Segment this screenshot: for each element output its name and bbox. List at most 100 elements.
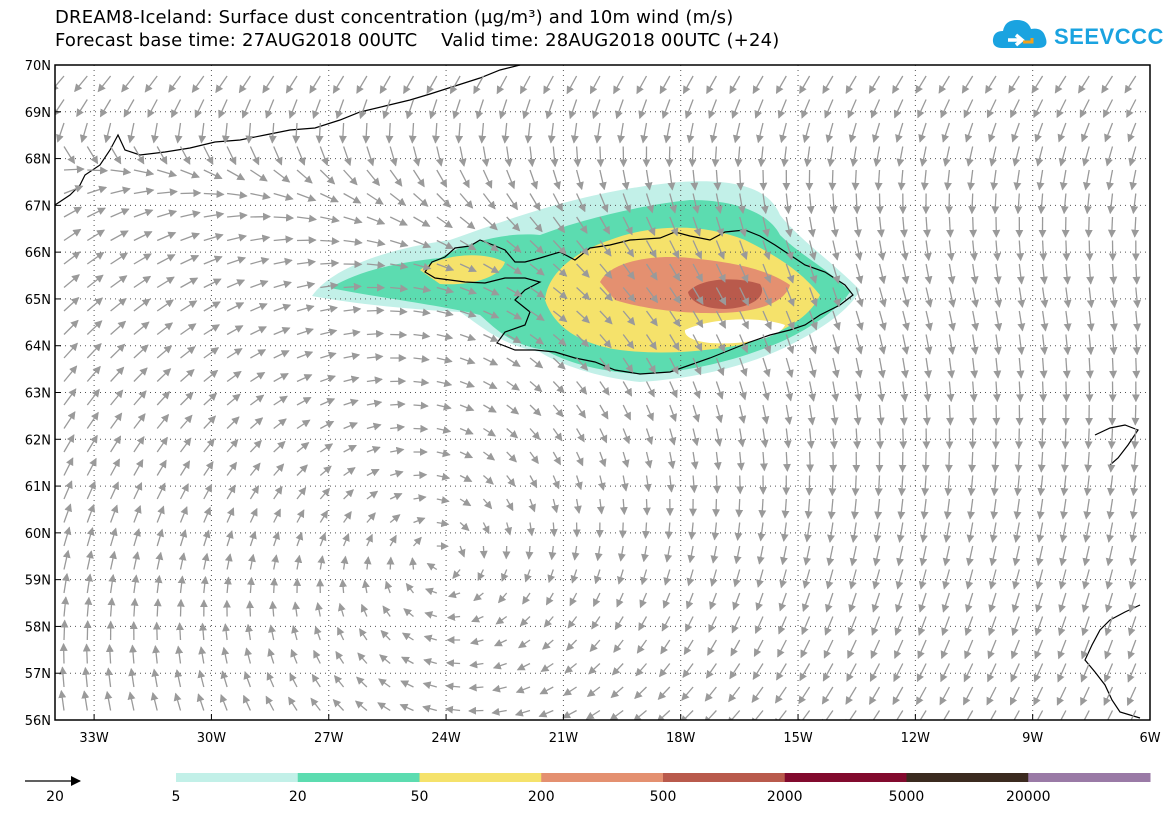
wind-arrow — [1032, 710, 1044, 720]
wind-arrow — [320, 328, 338, 337]
wind-arrow — [854, 240, 863, 261]
wind-arrow — [808, 334, 818, 355]
wind-arrow — [401, 632, 414, 641]
wind-arrow — [776, 663, 787, 681]
wind-arrow — [710, 545, 719, 564]
wind-arrow — [529, 428, 541, 441]
wind-arrow — [248, 553, 256, 570]
wind-arrow — [63, 274, 80, 288]
wind-arrow — [296, 214, 318, 223]
wind-arrow — [808, 287, 818, 308]
wind-arrow — [808, 263, 818, 284]
wind-arrow — [570, 569, 579, 584]
wind-arrow — [413, 285, 432, 294]
wind-arrow — [156, 459, 167, 476]
wind-arrow — [1126, 686, 1137, 706]
wind-arrow — [619, 498, 628, 516]
dust-concentration-field — [312, 181, 860, 382]
wind-arrow — [715, 381, 724, 400]
wind-arrow — [226, 279, 246, 289]
wind-arrow — [918, 122, 927, 143]
wind-arrow — [669, 263, 681, 282]
wind-arrow — [482, 216, 498, 231]
wind-arrow — [319, 465, 332, 476]
wind-arrow — [180, 210, 201, 218]
wind-arrow — [872, 545, 881, 567]
wind-arrow — [377, 702, 391, 712]
wind-arrow — [941, 592, 951, 613]
wind-arrow — [876, 404, 885, 426]
wind-arrow — [224, 553, 233, 570]
wind-arrow — [86, 229, 106, 242]
wind-arrow — [1040, 334, 1049, 356]
wind-arrow — [924, 334, 933, 355]
wind-arrow — [785, 381, 794, 402]
wind-arrow — [1013, 169, 1022, 191]
wind-arrow — [1107, 216, 1116, 238]
wind-arrow — [156, 345, 173, 359]
wind-arrow — [638, 99, 648, 120]
wind-arrow — [426, 75, 438, 95]
wind-arrow — [711, 522, 720, 541]
wind-arrow — [436, 332, 454, 341]
wind-arrow — [1081, 616, 1090, 637]
lon-label: 12W — [901, 731, 931, 746]
wind-arrow — [483, 286, 500, 296]
wind-arrow — [180, 323, 197, 336]
wind-arrow — [110, 481, 119, 500]
wind-arrow — [589, 639, 601, 653]
lon-label: 30W — [197, 731, 227, 746]
wind-arrow — [923, 216, 931, 238]
wind-arrow — [992, 381, 1001, 403]
wind-arrow — [1038, 428, 1047, 450]
wind-arrow — [547, 122, 556, 144]
wind-arrow — [1081, 592, 1090, 613]
wind-arrow — [272, 531, 280, 547]
wind-arrow — [1107, 451, 1116, 473]
wind-arrow — [343, 510, 352, 523]
wind-arrow — [1083, 475, 1092, 497]
wind-arrow — [366, 238, 386, 247]
wind-arrow — [946, 381, 955, 403]
wind-arrow — [800, 99, 811, 119]
wind-arrow — [622, 263, 635, 280]
wind-arrow — [758, 498, 767, 519]
wind-arrow — [250, 169, 268, 182]
wind-arrow — [617, 569, 625, 585]
wind-arrow — [127, 691, 136, 711]
wind-arrow — [576, 334, 590, 348]
wind-arrow — [156, 146, 168, 165]
wind-arrow — [897, 475, 906, 497]
wind-arrow — [657, 686, 671, 700]
wind-arrow — [238, 75, 251, 94]
wind-arrow — [1084, 216, 1093, 238]
wind-arrow — [785, 357, 794, 378]
wind-arrow — [876, 216, 885, 238]
wind-arrow — [389, 216, 408, 226]
wind-arrow — [753, 639, 764, 658]
wind-arrow — [692, 263, 703, 283]
wind-arrow — [762, 310, 772, 331]
wind-arrow — [529, 193, 541, 211]
wind-arrow — [609, 709, 624, 720]
wind-arrow — [492, 661, 507, 670]
wind-arrow — [568, 99, 578, 120]
wind-arrow — [413, 216, 431, 227]
wind-arrow — [133, 231, 153, 242]
wind-arrow — [552, 404, 564, 418]
wind-arrow — [897, 169, 906, 191]
wind-arrow — [752, 75, 764, 95]
wind-arrow — [315, 122, 324, 144]
wind-arrow — [825, 592, 834, 613]
wind-arrow — [870, 639, 881, 659]
wind-arrow — [519, 75, 531, 95]
wind-arrow — [806, 193, 815, 215]
wind-arrow — [591, 616, 601, 630]
wind-arrow — [823, 639, 834, 659]
wind-arrow — [459, 498, 472, 507]
wind-arrow — [993, 334, 1002, 356]
legend-color-bin — [784, 773, 907, 782]
wind-arrow — [522, 592, 531, 605]
wind-arrow — [829, 428, 838, 450]
wind-arrow — [389, 514, 401, 524]
